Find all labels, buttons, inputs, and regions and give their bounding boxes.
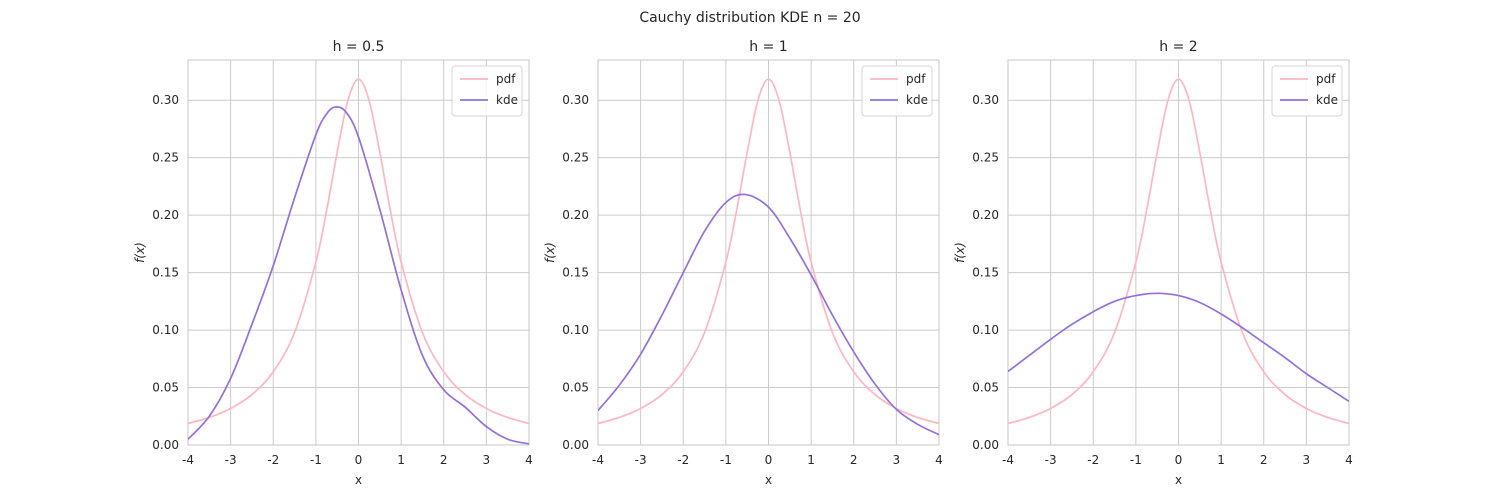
x-axis-label: x — [1175, 473, 1182, 487]
legend-label-kde: kde — [496, 93, 518, 107]
subplot-1: -4 -3 -2 -1 0 1 2 3 4 0.00 0.05 0.10 0.15 0.20 0.25 0.3… — [133, 39, 533, 487]
y-tick-label: 0.20 — [972, 208, 999, 222]
axes-frame — [597, 59, 940, 446]
x-tick-label: 1 — [1217, 453, 1225, 467]
x-tick-label: -1 — [1130, 453, 1142, 467]
x-tick-label: 0 — [765, 453, 773, 467]
x-axis-label: x — [765, 473, 772, 487]
x-tick-label: 3 — [483, 453, 491, 467]
x-tick-label: -1 — [310, 453, 322, 467]
x-tick-label: 4 — [525, 453, 533, 467]
legend-label-kde: kde — [1316, 93, 1338, 107]
series-line-pdf — [1008, 78, 1349, 425]
y-tick-label: 0.05 — [152, 381, 179, 395]
x-tick-label: 0 — [355, 453, 363, 467]
y-tick-label: 0.05 — [972, 381, 999, 395]
x-tick-label: -1 — [720, 453, 732, 467]
figure-title: Cauchy distribution KDE n = 20 — [639, 10, 860, 26]
x-tick-label: 3 — [893, 453, 901, 467]
series-line-kde — [188, 106, 529, 445]
subplots: -4 -3 -2 -1 0 1 2 3 4 0.00 0.05 0.10 0.15 0.20 0.25 0.3… — [133, 39, 1353, 487]
y-tick-label: 0.05 — [562, 381, 589, 395]
series-line-kde — [598, 193, 939, 436]
x-tick-label: 1 — [807, 453, 815, 467]
axes-frame — [1007, 59, 1350, 446]
x-tick-label: 2 — [1260, 453, 1268, 467]
y-tick-label: 0.00 — [972, 438, 999, 452]
x-tick-label: 0 — [1175, 453, 1183, 467]
y-tick-label: 0.00 — [562, 438, 589, 452]
y-tick-label: 0.20 — [562, 208, 589, 222]
legend: pdf kde — [451, 65, 523, 117]
x-tick-label: -3 — [225, 453, 237, 467]
axes-frame — [187, 59, 530, 446]
y-tick-label: 0.10 — [972, 323, 999, 337]
x-tick-label: 3 — [1303, 453, 1311, 467]
x-tick-label: -3 — [635, 453, 647, 467]
x-tick-label: 2 — [440, 453, 448, 467]
y-tick-label: 0.25 — [152, 151, 179, 165]
y-axis-label: f(x) — [543, 242, 557, 263]
y-tick-label: 0.10 — [152, 323, 179, 337]
legend-label-pdf: pdf — [906, 72, 926, 86]
y-tick-label: 0.00 — [152, 438, 179, 452]
y-tick-label: 0.30 — [562, 93, 589, 107]
legend: pdf kde — [1271, 65, 1343, 117]
x-tick-label: -4 — [1002, 453, 1014, 467]
series-line-pdf — [188, 78, 529, 425]
y-tick-label: 0.25 — [562, 151, 589, 165]
series-line-pdf — [598, 78, 939, 425]
y-tick-label: 0.15 — [152, 266, 179, 280]
legend-label-kde: kde — [906, 93, 928, 107]
y-tick-label: 0.25 — [972, 151, 999, 165]
subplot-2: -4 -3 -2 -1 0 1 2 3 4 0.00 0.05 0.10 0.15 0.20 0.25 0.3… — [543, 39, 943, 487]
x-tick-label: 1 — [397, 453, 405, 467]
y-tick-label: 0.30 — [152, 93, 179, 107]
x-tick-label: -2 — [1087, 453, 1099, 467]
x-tick-label: -2 — [267, 453, 279, 467]
y-tick-label: 0.15 — [562, 266, 589, 280]
y-tick-label: 0.15 — [972, 266, 999, 280]
x-tick-label: -3 — [1045, 453, 1057, 467]
legend-label-pdf: pdf — [496, 72, 516, 86]
subplot-title: h = 1 — [749, 39, 787, 55]
x-tick-label: -4 — [182, 453, 194, 467]
series-line-kde — [1008, 292, 1349, 403]
x-tick-label: 4 — [1345, 453, 1353, 467]
x-tick-label: -4 — [592, 453, 604, 467]
subplot-title: h = 2 — [1159, 39, 1197, 55]
y-axis-label: f(x) — [133, 242, 147, 263]
subplot-3: -4 -3 -2 -1 0 1 2 3 4 0.00 0.05 0.10 0.15 0.20 0.25 0.3… — [953, 39, 1353, 487]
subplot-title: h = 0.5 — [333, 39, 385, 55]
y-tick-label: 0.10 — [562, 323, 589, 337]
y-tick-label: 0.20 — [152, 208, 179, 222]
legend-label-pdf: pdf — [1316, 72, 1336, 86]
x-tick-label: 4 — [935, 453, 943, 467]
x-tick-label: -2 — [677, 453, 689, 467]
x-axis-label: x — [355, 473, 362, 487]
legend: pdf kde — [861, 65, 933, 117]
y-axis-label: f(x) — [953, 242, 967, 263]
x-tick-label: 2 — [850, 453, 858, 467]
y-tick-label: 0.30 — [972, 93, 999, 107]
